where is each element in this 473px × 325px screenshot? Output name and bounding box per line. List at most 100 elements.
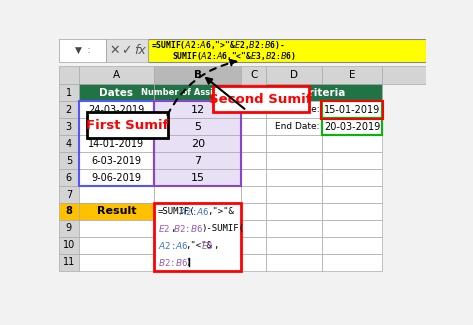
Bar bbox=[79, 254, 155, 271]
Text: =SUMIF($A$2:$A$6,">"&$E$2,$B$2:$B$6)-: =SUMIF($A$2:$A$6,">"&$E$2,$B$2:$B$6)- bbox=[151, 39, 285, 51]
Bar bbox=[266, 220, 322, 237]
Bar bbox=[155, 169, 241, 186]
Text: 10: 10 bbox=[63, 240, 75, 250]
Text: First Sumif: First Sumif bbox=[86, 119, 168, 132]
Bar bbox=[59, 220, 79, 237]
Bar bbox=[241, 152, 266, 169]
Text: ✕: ✕ bbox=[110, 44, 120, 57]
Text: Criteria: Criteria bbox=[302, 88, 346, 98]
Text: $A$2:$A$6: $A$2:$A$6 bbox=[179, 206, 210, 217]
Bar bbox=[59, 152, 79, 169]
Bar bbox=[59, 186, 79, 203]
Bar bbox=[59, 203, 79, 220]
Bar bbox=[322, 118, 382, 135]
Text: Second Sumif: Second Sumif bbox=[210, 93, 312, 106]
Text: 4: 4 bbox=[66, 139, 72, 149]
Bar bbox=[59, 169, 79, 186]
Bar bbox=[79, 152, 155, 169]
Text: 5: 5 bbox=[194, 122, 201, 132]
Bar bbox=[322, 169, 382, 186]
Bar bbox=[155, 101, 241, 118]
Bar bbox=[79, 118, 155, 135]
Text: Dates: Dates bbox=[99, 88, 133, 98]
Text: $B$2:$B$6: $B$2:$B$6 bbox=[173, 223, 203, 234]
Text: E: E bbox=[349, 70, 355, 80]
Text: 7: 7 bbox=[194, 156, 201, 166]
Bar bbox=[79, 66, 155, 84]
Text: $E$2: $E$2 bbox=[158, 223, 170, 234]
Bar bbox=[79, 237, 155, 254]
Text: 12: 12 bbox=[191, 105, 205, 115]
Bar bbox=[241, 118, 266, 135]
Text: ,: , bbox=[213, 241, 219, 250]
Text: 24-03-2019: 24-03-2019 bbox=[88, 105, 145, 115]
Bar bbox=[155, 135, 241, 152]
Text: Number of Assignments: Number of Assignments bbox=[141, 88, 254, 98]
Bar bbox=[266, 66, 322, 84]
Bar bbox=[59, 66, 79, 84]
Text: 15: 15 bbox=[191, 173, 205, 183]
Bar bbox=[322, 237, 382, 254]
Text: C: C bbox=[250, 70, 257, 80]
Text: ,: , bbox=[170, 224, 175, 233]
Bar bbox=[59, 237, 79, 254]
Bar bbox=[241, 203, 266, 220]
Text: 20: 20 bbox=[191, 139, 205, 149]
Bar bbox=[322, 101, 382, 118]
Bar bbox=[155, 152, 241, 169]
Bar bbox=[79, 101, 155, 186]
Text: ,"<"&: ,"<"& bbox=[185, 241, 212, 250]
Bar bbox=[322, 101, 382, 118]
Bar bbox=[59, 101, 79, 118]
Text: 8: 8 bbox=[65, 206, 72, 216]
Bar bbox=[266, 152, 322, 169]
Text: A: A bbox=[113, 70, 120, 80]
Bar bbox=[266, 135, 322, 152]
Text: )-SUMIF(: )-SUMIF( bbox=[201, 224, 244, 233]
Bar bbox=[322, 220, 382, 237]
Bar bbox=[59, 135, 79, 152]
Bar bbox=[266, 186, 322, 203]
Text: End Date:: End Date: bbox=[275, 122, 320, 131]
Bar bbox=[155, 203, 241, 271]
Bar bbox=[79, 101, 155, 118]
Bar bbox=[266, 84, 382, 101]
Text: B: B bbox=[194, 70, 202, 80]
Bar bbox=[241, 169, 266, 186]
Text: 1: 1 bbox=[66, 88, 72, 98]
Bar bbox=[59, 39, 105, 62]
Bar bbox=[241, 84, 266, 101]
Bar bbox=[266, 237, 322, 254]
Text: =SUMIF(: =SUMIF( bbox=[158, 207, 195, 216]
Bar bbox=[322, 152, 382, 169]
Text: 14-01-2019: 14-01-2019 bbox=[88, 139, 145, 149]
Bar bbox=[241, 254, 266, 271]
Text: ▼  :: ▼ : bbox=[75, 46, 90, 55]
Bar bbox=[79, 186, 155, 203]
Text: 5: 5 bbox=[66, 156, 72, 166]
Bar bbox=[79, 84, 155, 101]
Text: $E$3: $E$3 bbox=[201, 240, 213, 251]
Bar bbox=[241, 220, 266, 237]
Text: SUMIF($A$2:$A$6,"<"&$E$3,$B$2:$B$6): SUMIF($A$2:$A$6,"<"&$E$3,$B$2:$B$6) bbox=[172, 50, 295, 62]
Bar bbox=[59, 84, 79, 101]
Bar bbox=[266, 169, 322, 186]
Text: 7: 7 bbox=[66, 189, 72, 200]
Text: 12-02-2019: 12-02-2019 bbox=[88, 122, 145, 132]
Text: $A$2:$A$6: $A$2:$A$6 bbox=[158, 240, 188, 251]
Bar bbox=[155, 66, 241, 84]
Text: ): ) bbox=[185, 258, 191, 267]
Bar bbox=[241, 135, 266, 152]
FancyBboxPatch shape bbox=[212, 86, 309, 112]
FancyBboxPatch shape bbox=[87, 112, 167, 138]
Bar bbox=[241, 186, 266, 203]
Text: 3: 3 bbox=[66, 122, 72, 132]
Bar bbox=[241, 66, 266, 84]
Bar bbox=[79, 203, 155, 220]
Text: ✓: ✓ bbox=[121, 44, 132, 57]
Bar bbox=[322, 66, 382, 84]
Bar bbox=[155, 186, 241, 203]
Text: 20-03-2019: 20-03-2019 bbox=[324, 122, 380, 132]
Bar bbox=[266, 118, 322, 135]
Bar bbox=[322, 186, 382, 203]
